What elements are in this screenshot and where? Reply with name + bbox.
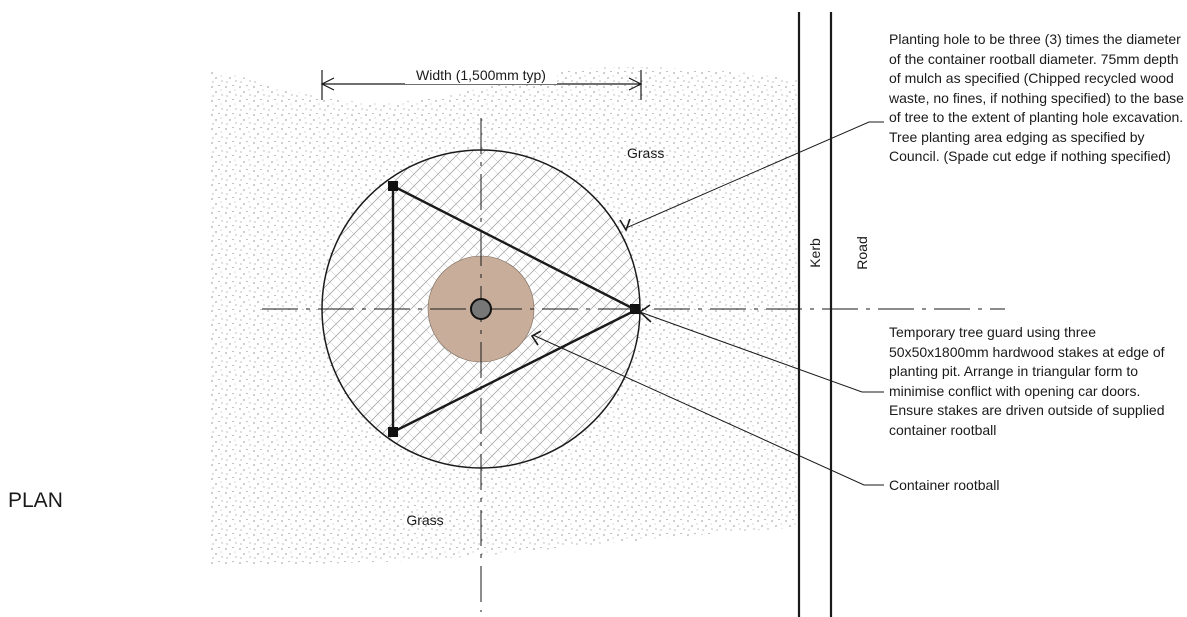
stake-top	[388, 181, 398, 191]
kerb-label: Kerb	[807, 238, 823, 268]
dimension-label: Width (1,500mm typ)	[416, 67, 546, 83]
leader-rootball	[532, 334, 884, 486]
leader-tree-guard-arrow	[638, 304, 652, 323]
leader-planting-hole	[625, 121, 884, 229]
dimension-arrow-left	[320, 77, 335, 91]
leader-planting-hole-arrow	[619, 218, 631, 232]
leader-tree-guard	[639, 311, 884, 393]
note-tree-guard: Temporary tree guard using three 50x50x1…	[889, 324, 1165, 438]
grass-label-top: Grass	[627, 145, 664, 161]
stake-bottom	[388, 427, 398, 437]
tree-trunk	[470, 298, 492, 320]
plan-label: PLAN	[8, 489, 63, 512]
note-container-rootball: Container rootball	[889, 477, 1000, 493]
road-label: Road	[854, 236, 870, 269]
stake-right	[630, 304, 640, 314]
grass-label-bottom: Grass	[406, 512, 443, 528]
leader-rootball-arrow	[530, 330, 542, 346]
note-planting-hole: Planting hole to be three (3) times the …	[889, 31, 1184, 164]
dimension-label-bg	[405, 66, 557, 84]
dimension-arrow-right	[628, 77, 643, 91]
